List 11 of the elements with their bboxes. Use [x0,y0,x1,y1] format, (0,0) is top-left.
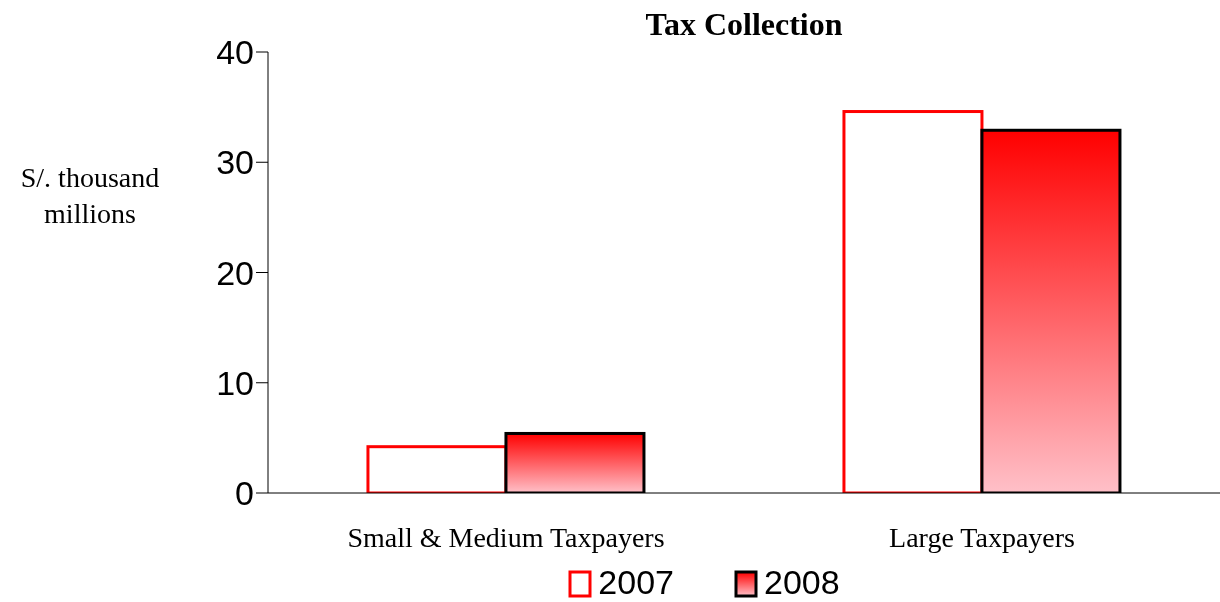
x-tick-label: Large Taxpayers [889,521,1075,553]
y-tick-label: 20 [216,253,254,292]
y-tick-label: 30 [216,143,254,182]
x-tick-label: Small & Medium Taxpayers [347,521,665,553]
y-tick-label: 10 [216,363,254,402]
chart-title: Tax Collection [644,6,844,43]
y-tick-label: 0 [235,474,254,513]
legend-label: 2007 [598,563,674,602]
y-tick-label: 40 [216,33,254,72]
legend-label: 2008 [764,563,840,602]
y-axis-title: S/. thousand millions [19,161,161,231]
